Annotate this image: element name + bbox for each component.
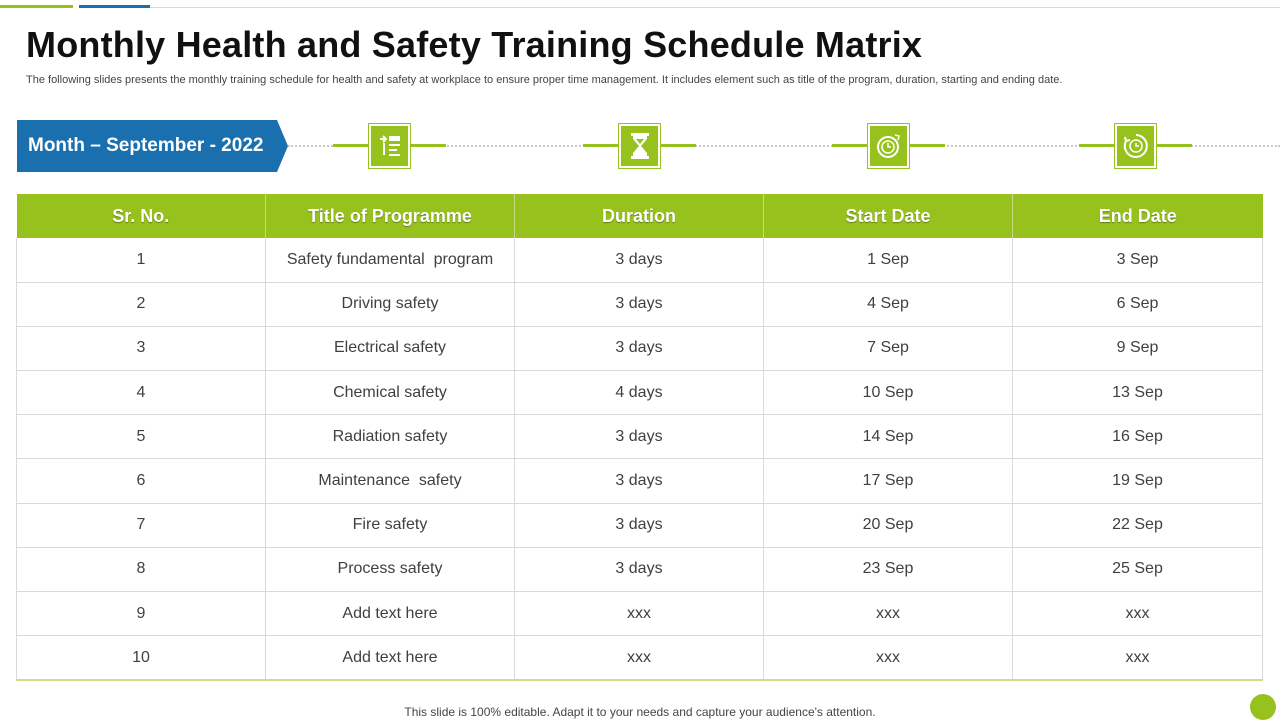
cell-duration: 3 days	[514, 326, 764, 372]
cell-title: Maintenance safety	[265, 458, 515, 504]
timeline-dotted-line	[288, 145, 1280, 147]
column-header-duration: Duration	[514, 194, 764, 238]
cell-title: Radiation safety	[265, 414, 515, 460]
cell-duration: 4 days	[514, 370, 764, 416]
timeline-icon-1	[333, 124, 446, 168]
cell-start-date: 17 Sep	[763, 458, 1013, 504]
cell-end-date: xxx	[1012, 591, 1263, 637]
cell-title: Fire safety	[265, 503, 515, 548]
cell-sr-no: 3	[16, 326, 266, 372]
page-title: Monthly Health and Safety Training Sched…	[26, 24, 923, 65]
table-row: 10 Add text here xxx xxx xxx	[16, 635, 1263, 681]
top-divider	[150, 7, 1280, 8]
table-row: 6 Maintenance safety 3 days 17 Sep 19 Se…	[16, 458, 1263, 504]
cell-duration: xxx	[514, 635, 764, 681]
cell-sr-no: 5	[16, 414, 266, 460]
cell-title: Add text here	[265, 635, 515, 681]
cell-end-date: 3 Sep	[1012, 238, 1263, 283]
cell-start-date: 20 Sep	[763, 503, 1013, 548]
top-accent-blue	[79, 5, 150, 8]
table-row: 4 Chemical safety 4 days 10 Sep 13 Sep	[16, 370, 1263, 416]
cell-end-date: 16 Sep	[1012, 414, 1263, 460]
cell-duration: 3 days	[514, 414, 764, 460]
training-schedule-table: Sr. No. Title of Programme Duration Star…	[16, 194, 1263, 681]
column-header-start-date: Start Date	[763, 194, 1013, 238]
table-row: 5 Radiation safety 3 days 14 Sep 16 Sep	[16, 414, 1263, 460]
column-header-sr-no: Sr. No.	[16, 194, 266, 238]
timer-icon	[1115, 124, 1156, 168]
cell-title: Chemical safety	[265, 370, 515, 416]
hourglass-icon	[619, 124, 660, 168]
schedule-list-icon	[369, 124, 410, 168]
cell-start-date: 14 Sep	[763, 414, 1013, 460]
page-subtitle: The following slides presents the monthl…	[26, 74, 1063, 86]
timeline-icon-3	[832, 124, 945, 168]
cell-start-date: xxx	[763, 635, 1013, 681]
cell-sr-no: 2	[16, 282, 266, 327]
top-accent-green	[0, 5, 73, 8]
cell-end-date: xxx	[1012, 635, 1263, 681]
cell-title: Electrical safety	[265, 326, 515, 372]
corner-decoration	[1250, 694, 1276, 720]
cell-start-date: 23 Sep	[763, 547, 1013, 593]
timeline-icon-4	[1079, 124, 1192, 168]
cell-end-date: 25 Sep	[1012, 547, 1263, 593]
cell-end-date: 6 Sep	[1012, 282, 1263, 327]
timeline-icon-2	[583, 124, 696, 168]
cell-sr-no: 10	[16, 635, 266, 681]
table-row: 1 Safety fundamental program 3 days 1 Se…	[16, 238, 1263, 283]
table-row: 8 Process safety 3 days 23 Sep 25 Sep	[16, 547, 1263, 593]
cell-start-date: 4 Sep	[763, 282, 1013, 327]
cell-duration: 3 days	[514, 458, 764, 504]
table-header-row: Sr. No. Title of Programme Duration Star…	[16, 194, 1263, 238]
cell-start-date: 7 Sep	[763, 326, 1013, 372]
month-banner-label: Month – September - 2022	[28, 135, 264, 156]
cell-end-date: 19 Sep	[1012, 458, 1263, 504]
cell-duration: 3 days	[514, 547, 764, 593]
cell-end-date: 9 Sep	[1012, 326, 1263, 372]
cell-start-date: xxx	[763, 591, 1013, 637]
cell-end-date: 22 Sep	[1012, 503, 1263, 548]
cell-duration: xxx	[514, 591, 764, 637]
cell-duration: 3 days	[514, 282, 764, 327]
cell-start-date: 1 Sep	[763, 238, 1013, 283]
table-row: 7 Fire safety 3 days 20 Sep 22 Sep	[16, 503, 1263, 548]
table-row: 9 Add text here xxx xxx xxx	[16, 591, 1263, 637]
cell-sr-no: 1	[16, 238, 266, 283]
footer-note: This slide is 100% editable. Adapt it to…	[404, 705, 876, 719]
cell-sr-no: 7	[16, 503, 266, 548]
cell-title: Process safety	[265, 547, 515, 593]
cell-start-date: 10 Sep	[763, 370, 1013, 416]
cell-sr-no: 8	[16, 547, 266, 593]
table-row: 2 Driving safety 3 days 4 Sep 6 Sep	[16, 282, 1263, 327]
cell-duration: 3 days	[514, 238, 764, 283]
cell-sr-no: 4	[16, 370, 266, 416]
column-header-title: Title of Programme	[265, 194, 515, 238]
cell-sr-no: 9	[16, 591, 266, 637]
cell-title: Add text here	[265, 591, 515, 637]
month-banner: Month – September - 2022	[17, 120, 288, 172]
cell-title: Safety fundamental program	[265, 238, 515, 283]
cell-end-date: 13 Sep	[1012, 370, 1263, 416]
column-header-end-date: End Date	[1012, 194, 1263, 238]
cell-sr-no: 6	[16, 458, 266, 504]
cell-duration: 3 days	[514, 503, 764, 548]
cell-title: Driving safety	[265, 282, 515, 327]
clock-icon	[868, 124, 909, 168]
table-row: 3 Electrical safety 3 days 7 Sep 9 Sep	[16, 326, 1263, 372]
